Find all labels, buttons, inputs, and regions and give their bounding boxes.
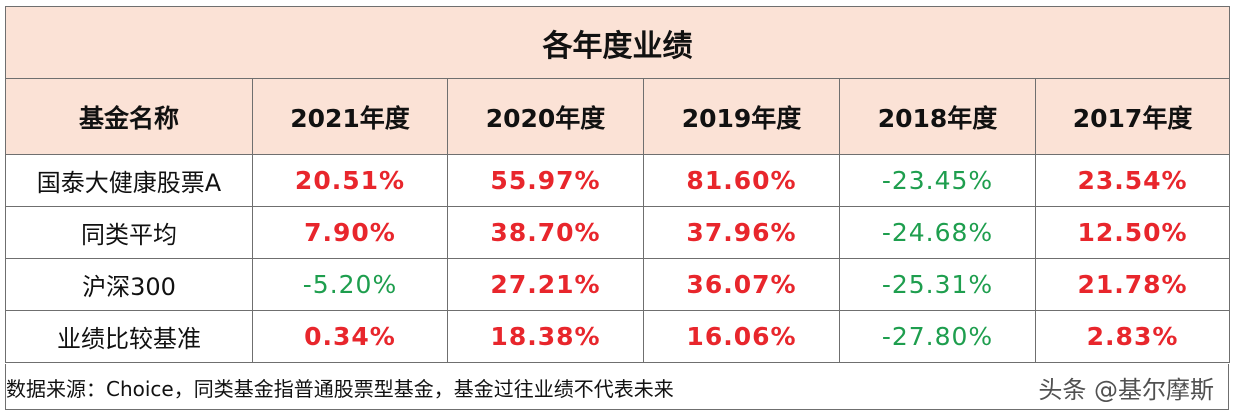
return-cell: 18.38% [447,310,644,363]
column-header-2019: 2019年度 [643,78,840,155]
return-cell: 20.51% [252,154,448,207]
fund-name-cell: 国泰大健康股票A [5,154,253,207]
fund-name-cell: 业绩比较基准 [5,310,253,363]
return-cell: 37.96% [643,206,840,259]
table-row: 业绩比较基准 0.34% 18.38% 16.06% -27.80% 2.83% [5,310,1231,363]
table-row: 国泰大健康股票A 20.51% 55.97% 81.60% -23.45% 23… [5,154,1231,207]
table-row: 同类平均 7.90% 38.70% 37.96% -24.68% 12.50% [5,206,1231,259]
return-cell: 7.90% [252,206,448,259]
return-cell: -23.45% [839,154,1036,207]
return-cell: 0.34% [252,310,448,363]
fund-name-cell: 同类平均 [5,206,253,259]
column-header-2017: 2017年度 [1034,78,1231,155]
return-cell: -25.31% [839,258,1036,311]
fund-name-cell: 沪深300 [5,258,253,311]
return-cell: 16.06% [643,310,840,363]
source-note: 数据来源：Choice，同类基金指普通股票型基金，基金过往业绩不代表未来 [6,377,674,401]
table-row: 沪深300 -5.20% 27.21% 36.07% -25.31% 21.78… [5,258,1231,311]
return-cell: 55.97% [447,154,644,207]
return-cell: 12.50% [1034,206,1231,259]
performance-table: 各年度业绩 基金名称 2021年度 2020年度 2019年度 2018年度 2… [4,6,1231,363]
table-footer: 数据来源：Choice，同类基金指普通股票型基金，基金过往业绩不代表未来 头条 … [5,364,1229,410]
table-title: 各年度业绩 [4,6,1231,79]
return-cell: 38.70% [447,206,644,259]
return-cell: -5.20% [252,258,448,311]
watermark: 头条 @基尔摩斯 [1038,376,1214,404]
return-cell: 21.78% [1034,258,1231,311]
return-cell: 27.21% [447,258,644,311]
column-header-2020: 2020年度 [447,78,644,155]
return-cell: 81.60% [643,154,840,207]
return-cell: 2.83% [1034,310,1231,363]
column-header-2021: 2021年度 [252,78,448,155]
return-cell: -27.80% [839,310,1036,363]
return-cell: 23.54% [1034,154,1231,207]
return-cell: 36.07% [643,258,840,311]
column-header-fund-name: 基金名称 [5,78,253,155]
column-header-2018: 2018年度 [839,78,1036,155]
return-cell: -24.68% [839,206,1036,259]
